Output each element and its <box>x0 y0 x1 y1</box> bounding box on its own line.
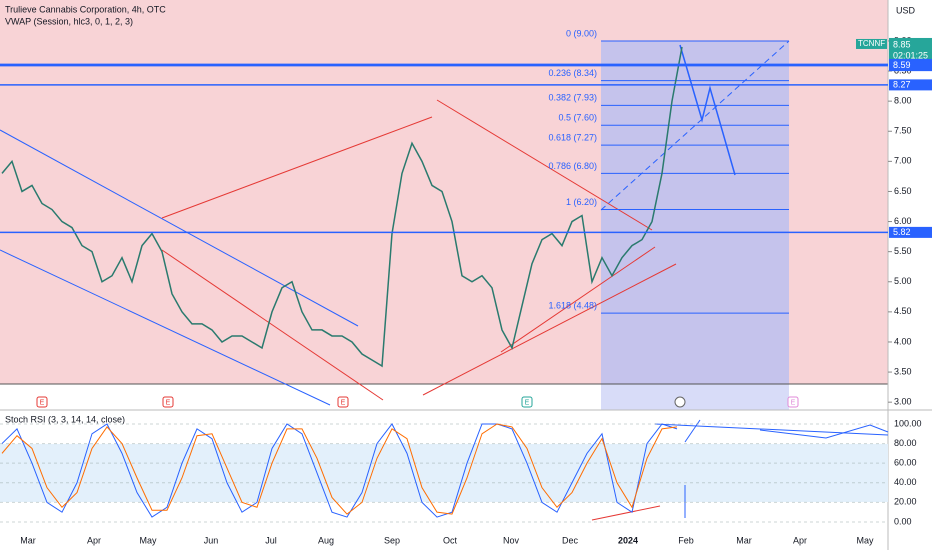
y-tick-label: 3.00 <box>894 397 912 407</box>
y-tick-label: 5.00 <box>894 276 912 286</box>
x-tick-label: Jun <box>204 535 219 545</box>
series-line <box>1 423 678 518</box>
price-tag <box>889 226 932 238</box>
y-tick-label: 8.00 <box>894 96 912 106</box>
range-box <box>601 41 789 384</box>
y-tick-label: 6.00 <box>894 216 912 226</box>
x-tick-label: Jul <box>265 535 277 545</box>
earnings-label: E <box>341 399 346 406</box>
title: Trulieve Cannabis Corporation, 4h, OTC <box>5 4 166 14</box>
price-tag <box>889 60 932 72</box>
price-tag <box>889 37 932 62</box>
series-line <box>1 46 683 368</box>
fib-label: 0.786 (6.80) <box>548 161 597 171</box>
x-tick-label: Nov <box>503 535 520 545</box>
x-tick-label: Apr <box>87 535 101 545</box>
stoch-tick-label: 60.00 <box>894 458 917 468</box>
earnings-label: E <box>791 399 796 406</box>
fib-label: 1.618 (4.48) <box>548 300 597 310</box>
x-tick-label: 2024 <box>618 535 638 545</box>
ticker-tag <box>856 38 887 49</box>
price-tag <box>889 79 932 91</box>
y-tick-label: 6.50 <box>894 186 912 196</box>
y-tick-label: 3.50 <box>894 366 912 376</box>
earnings-label: E <box>40 399 45 406</box>
stoch-tick-label: 20.00 <box>894 497 917 507</box>
fib-label: 0.618 (7.27) <box>548 132 597 142</box>
x-tick-label: Mar <box>736 535 752 545</box>
fib-label: 0.5 (7.60) <box>558 113 597 123</box>
stoch-title: Stoch RSI (3, 3, 14, 14, close) <box>5 414 125 424</box>
fib-label: 1 (6.20) <box>566 197 597 207</box>
currency: USD <box>896 5 916 15</box>
price-tag-label: 8.59 <box>893 60 911 70</box>
earnings-label: E <box>166 399 171 406</box>
fib-label: 0.382 (7.93) <box>548 93 597 103</box>
earnings-marker <box>36 396 48 408</box>
stoch-band <box>0 444 888 502</box>
trendlines <box>0 40 889 521</box>
y-tick-label: 7.50 <box>894 126 912 136</box>
price-tag-label: 5.82 <box>893 227 911 237</box>
price-tag-label: 8.85 <box>893 39 911 49</box>
fib-label: 0 (9.00) <box>566 28 597 38</box>
x-tick-label: May <box>856 535 874 545</box>
y-tick-label: 5.50 <box>894 246 912 256</box>
x-tick-label: Dec <box>562 535 579 545</box>
x-tick-label: May <box>139 535 157 545</box>
price-tag-timer: 02:01:25 <box>893 50 928 60</box>
event-icon <box>674 396 686 408</box>
range-box-low <box>601 384 789 410</box>
earnings-label: E <box>525 399 530 406</box>
x-tick-label: Feb <box>678 535 694 545</box>
stoch-tick-label: 0.00 <box>894 516 912 526</box>
series-line <box>1 423 678 515</box>
earnings-marker <box>162 396 174 408</box>
earnings-marker <box>337 396 349 408</box>
earnings-marker <box>787 396 799 408</box>
x-tick-label: Oct <box>443 535 458 545</box>
earnings-marker <box>521 396 533 408</box>
price-tag-label: 8.27 <box>893 79 911 89</box>
x-tick-label: Sep <box>384 535 400 545</box>
subtitle: VWAP (Session, hlc3, 0, 1, 2, 3) <box>5 16 133 26</box>
fib-label: 0.236 (8.34) <box>548 68 597 78</box>
x-tick-label: Mar <box>20 535 36 545</box>
stoch-tick-label: 100.00 <box>894 418 922 428</box>
y-tick-label: 4.50 <box>894 306 912 316</box>
y-tick-label: 7.00 <box>894 156 912 166</box>
stoch-tick-label: 40.00 <box>894 477 917 487</box>
stoch-tick-label: 80.00 <box>894 438 917 448</box>
y-tick-label: 4.00 <box>894 336 912 346</box>
ticker-label: TCNNF <box>858 39 885 48</box>
x-tick-label: Aug <box>318 535 334 545</box>
x-tick-label: Apr <box>793 535 807 545</box>
